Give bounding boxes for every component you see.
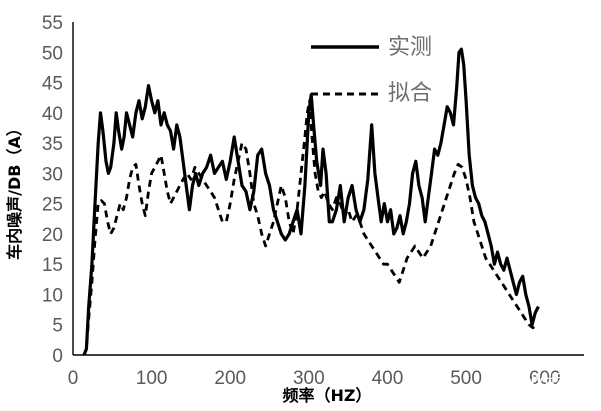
y-tick-label: 25 — [42, 195, 63, 216]
y-tick-label: 10 — [42, 285, 63, 306]
x-tick-label: 600 — [529, 368, 561, 389]
legend: 实测 拟合 — [311, 35, 432, 106]
x-tick-label: 500 — [450, 368, 482, 389]
y-axis-title: 车内噪声/DB（A） — [5, 120, 24, 260]
series-measured-line — [82, 47, 540, 356]
y-tick-label: 40 — [42, 104, 63, 125]
y-tick-label: 30 — [42, 164, 63, 185]
axis-lines — [72, 22, 584, 356]
y-tick-label: 55 — [42, 13, 63, 34]
x-tick-label: 0 — [68, 368, 79, 389]
x-tick-label: 300 — [293, 368, 325, 389]
x-tick-label: 100 — [136, 368, 168, 389]
legend-label-measured: 实测 — [388, 35, 432, 60]
y-axis-ticks: 0 5 10 15 20 25 30 35 40 45 50 55 — [42, 13, 63, 367]
y-tick-label: 35 — [42, 134, 63, 155]
x-tick-label: 400 — [372, 368, 404, 389]
y-tick-label: 45 — [42, 74, 63, 95]
legend-label-fitted: 拟合 — [388, 81, 432, 106]
y-tick-label: 20 — [42, 225, 63, 246]
y-tick-label: 0 — [52, 346, 63, 367]
watermark-text: 汽车NVH云讲堂 — [496, 371, 597, 388]
y-tick-label: 50 — [42, 43, 63, 64]
x-axis-ticks: 0 100 200 300 400 500 600 — [68, 368, 561, 389]
x-axis-title: 频率（HZ） — [283, 386, 372, 405]
y-tick-label: 5 — [52, 316, 63, 337]
x-tick-label: 200 — [214, 368, 246, 389]
y-tick-label: 15 — [42, 255, 63, 276]
